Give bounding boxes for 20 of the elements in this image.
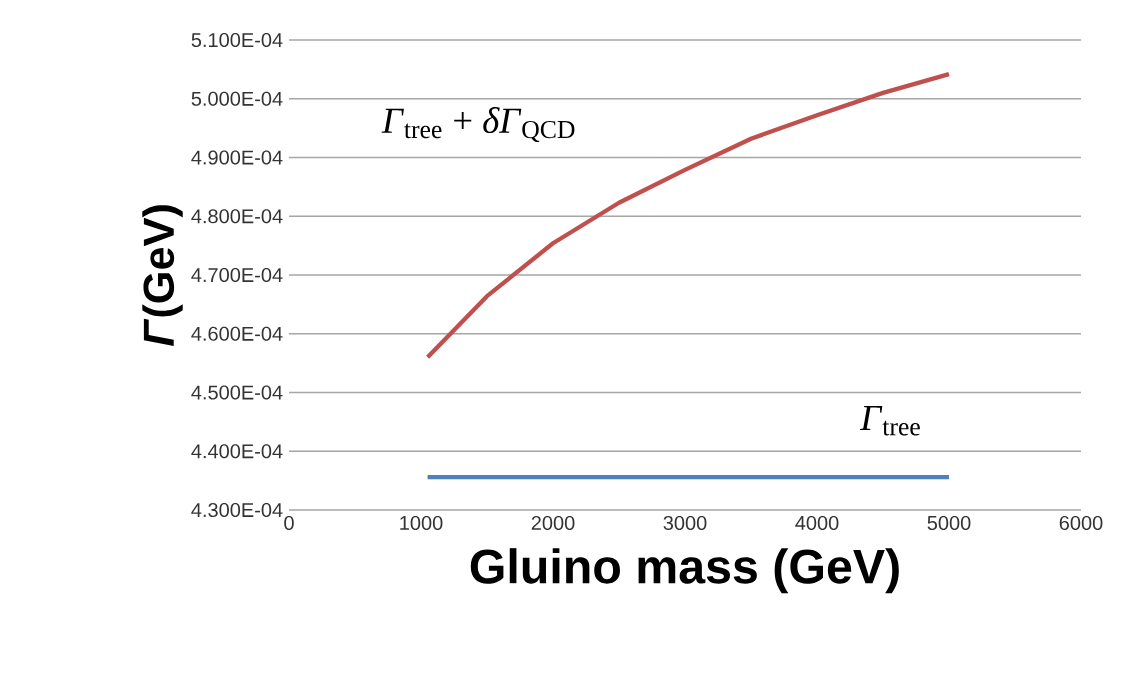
- y-tick-label: 4.500E-04: [191, 385, 283, 400]
- y-axis-title: Γ(GeV): [142, 205, 183, 347]
- text: Γ$_{tree}$ + δΓ$_{QCD}$: [381, 107, 575, 143]
- x-tick-label: 3000: [663, 515, 707, 531]
- x-axis-title: Gluino mass (GeV): [470, 548, 899, 594]
- y-tick-label: 4.800E-04: [191, 209, 283, 224]
- x-tick-label: 2000: [531, 515, 575, 531]
- x-tick-label: 6000: [1059, 515, 1103, 531]
- y-tick-label: 4.600E-04: [191, 326, 283, 341]
- series-label: Γ$_{tree}$: [859, 405, 920, 436]
- x-tick-label: 4000: [795, 515, 839, 531]
- y-tick-label: 4.400E-04: [191, 444, 283, 459]
- y-tick-label: 4.900E-04: [191, 150, 283, 165]
- y-tick-label: 5.100E-04: [191, 32, 283, 48]
- y-tick-label: 5.000E-04: [191, 91, 283, 106]
- y-tick-label: 4.300E-04: [191, 502, 283, 518]
- x-tick-label: 5000: [927, 515, 971, 531]
- x-tick-label: 1000: [400, 515, 443, 531]
- y-tick-label: 4.700E-04: [191, 267, 283, 283]
- x-tick-label: 0: [284, 515, 294, 531]
